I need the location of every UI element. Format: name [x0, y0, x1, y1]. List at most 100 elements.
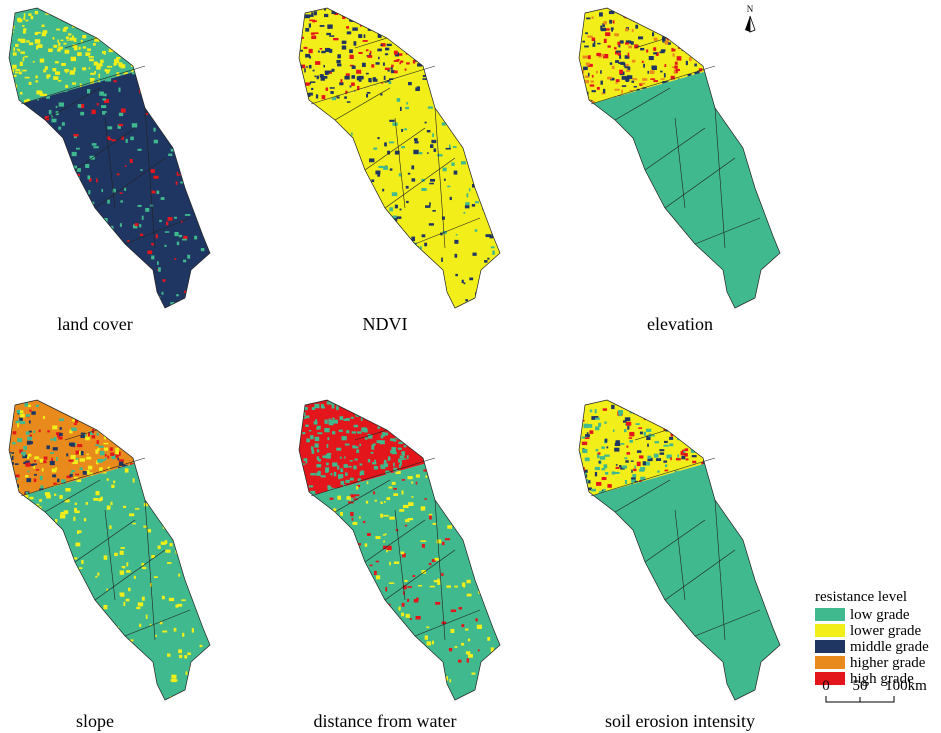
map-speckle: [193, 570, 200, 575]
map-speckle: [136, 606, 141, 610]
map-speckle: [207, 685, 210, 690]
map-speckle: [635, 24, 639, 29]
map-speckle: [466, 579, 471, 584]
map-speckle: [336, 96, 340, 99]
map-speckle: [470, 93, 476, 97]
map-speckle: [497, 81, 500, 85]
map-speckle: [44, 235, 50, 239]
map-speckle: [433, 420, 436, 424]
map-speckle: [471, 204, 476, 207]
map-speckle: [204, 269, 207, 272]
map-speckle: [436, 95, 442, 100]
map-speckle: [338, 474, 344, 479]
map-speckle: [151, 255, 155, 260]
map-speckle: [213, 561, 215, 563]
map-speckle: [209, 178, 210, 183]
map-speckle: [377, 216, 382, 221]
map-speckle: [379, 406, 384, 410]
map-speckle: [463, 211, 466, 214]
map-speckle: [437, 426, 442, 432]
map-speckle: [170, 679, 173, 682]
map-speckle: [681, 455, 686, 460]
map-speckle: [594, 417, 600, 420]
map-speckle: [478, 493, 482, 497]
map-speckle: [693, 431, 697, 435]
map-speckle: [638, 427, 643, 429]
map-speckle: [68, 658, 73, 661]
map-speckle: [70, 56, 77, 62]
map-speckle: [324, 574, 327, 577]
map-speckle: [186, 137, 192, 142]
map-speckle: [35, 469, 40, 471]
map-speckle: [687, 74, 692, 77]
map-speckle: [116, 434, 119, 439]
map-speckle: [664, 400, 668, 403]
map-speckle: [687, 23, 691, 27]
map-speckle: [661, 20, 664, 24]
map-speckle: [175, 604, 179, 608]
map-speckle: [111, 35, 115, 40]
map-speckle: [338, 578, 344, 581]
map-speckle: [385, 19, 391, 23]
map-speckle: [411, 165, 415, 170]
map-speckle: [328, 418, 332, 422]
map-speckle: [305, 244, 308, 249]
map-speckle: [106, 410, 111, 413]
map-speckle: [352, 152, 357, 156]
panel-label: slope: [76, 711, 114, 731]
map-speckle: [449, 679, 452, 683]
map-speckle: [35, 682, 40, 686]
map-speckle: [353, 465, 357, 470]
map-speckle: [156, 471, 160, 475]
map-speckle: [403, 587, 407, 590]
map-speckle: [452, 80, 459, 83]
map-speckle: [104, 30, 108, 33]
map-speckle: [462, 63, 466, 66]
map-speckle: [54, 682, 60, 685]
map-speckle: [673, 8, 676, 13]
map-speckle: [394, 150, 400, 155]
map-speckle: [311, 407, 316, 411]
map-speckle: [124, 27, 129, 31]
map-speckle: [193, 160, 197, 165]
map-speckle: [716, 61, 720, 66]
map-speckle: [9, 427, 12, 432]
map-speckle: [136, 13, 140, 17]
map-speckle: [99, 91, 104, 96]
map-speckle: [341, 40, 347, 44]
map-speckle: [140, 448, 147, 453]
map-speckle: [51, 457, 53, 463]
map-speckle: [116, 173, 120, 176]
map-speckle: [357, 485, 361, 488]
map-speckle: [33, 478, 37, 483]
map-speckle: [630, 460, 634, 462]
map-speckle: [617, 52, 621, 56]
map-speckle: [65, 36, 69, 40]
map-speckle: [436, 476, 441, 478]
map-speckle: [604, 454, 610, 457]
map-speckle: [718, 94, 720, 97]
map-speckle: [583, 423, 589, 429]
map-speckle: [621, 76, 628, 80]
map-speckle: [693, 17, 698, 22]
map-speckle: [644, 461, 651, 466]
map-speckle: [619, 40, 624, 44]
map-speckle: [442, 230, 447, 234]
map-speckle: [322, 565, 327, 570]
map-speckle: [158, 267, 161, 272]
map-speckle: [197, 202, 202, 205]
map-speckle: [18, 299, 24, 303]
map-speckle: [141, 596, 145, 601]
map-speckle: [689, 21, 694, 26]
map-speckle: [128, 277, 131, 281]
map-speckle: [62, 620, 67, 625]
map-speckle: [82, 67, 87, 71]
map-speckle: [323, 13, 329, 18]
map-speckle: [664, 469, 669, 472]
map-speckle: [314, 436, 320, 442]
map-speckle: [417, 421, 420, 424]
map-speckle: [53, 44, 58, 48]
map-speckle: [601, 446, 605, 449]
map-speckle: [150, 169, 155, 173]
